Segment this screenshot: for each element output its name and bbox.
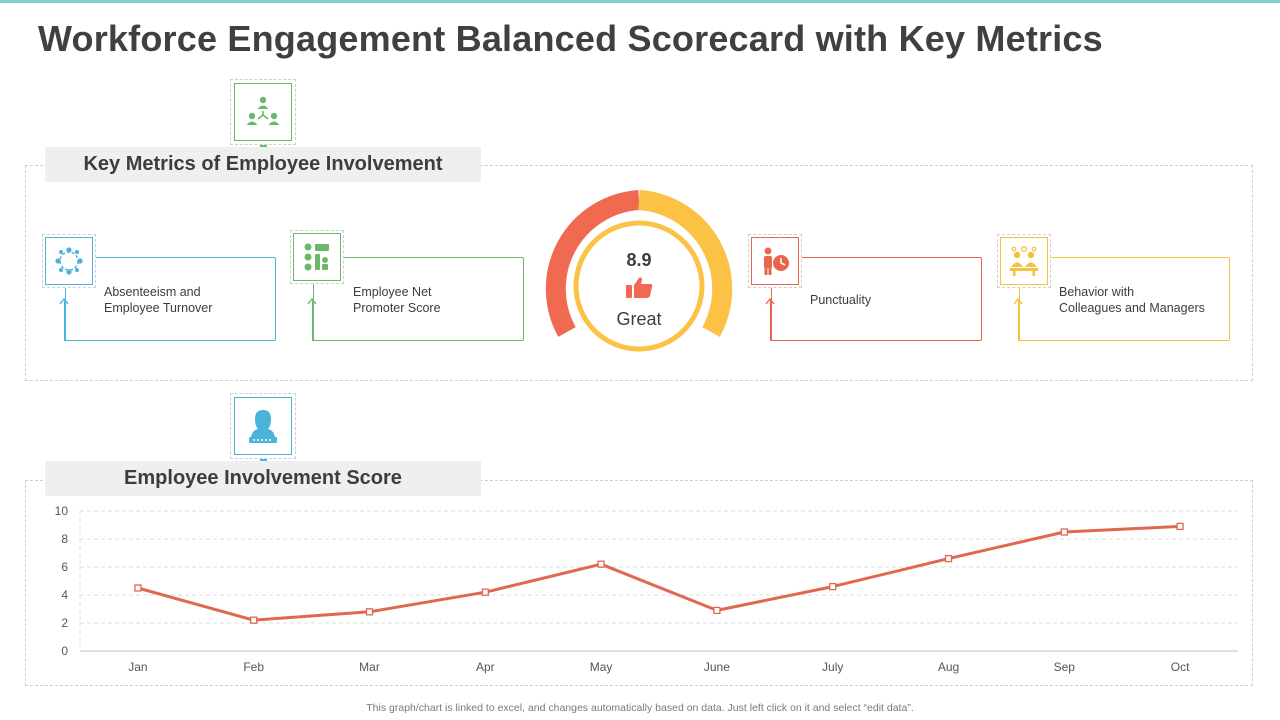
- x-tick-label: Mar: [359, 660, 380, 674]
- connector: [1018, 300, 1020, 341]
- colleagues-icon: [1010, 245, 1038, 276]
- metric-card-enps: [313, 257, 524, 341]
- series-line: [137, 524, 1181, 622]
- chevron-up-icon: [307, 297, 317, 305]
- x-tick-label: Jan: [128, 660, 147, 674]
- network-icon: [246, 96, 280, 125]
- data-point: [250, 616, 258, 624]
- page-title: Workforce Engagement Balanced Scorecard …: [38, 18, 1103, 59]
- x-tick-label: Oct: [1171, 660, 1190, 674]
- data-point: [597, 560, 605, 568]
- metric-icon-box: [290, 230, 344, 284]
- chevron-up-icon: [59, 297, 69, 305]
- metric-label: Absenteeism and Employee Turnover: [104, 285, 213, 315]
- y-tick-label: 6: [61, 560, 68, 574]
- score-gauge: [545, 190, 733, 352]
- data-point: [1176, 522, 1184, 531]
- gauge-score: 8.9: [626, 250, 652, 270]
- metric-label: Employee Net Promoter Score: [353, 285, 441, 315]
- top-rule: [0, 0, 1280, 3]
- data-point: [481, 588, 489, 596]
- x-tick-label: July: [822, 660, 843, 674]
- connector: [64, 300, 66, 341]
- y-tick-label: 2: [61, 616, 68, 630]
- chevron-up-icon: [765, 297, 775, 305]
- x-tick-label: June: [704, 660, 730, 674]
- data-point: [944, 554, 953, 563]
- metric-label: Punctuality: [810, 293, 872, 307]
- gauge-arc-right: [638, 190, 733, 337]
- metric-icon-box: [997, 234, 1051, 288]
- chevron-up-icon: [1013, 297, 1023, 305]
- gauge-inner-ring: [573, 220, 705, 352]
- involvement-line-chart: 0 2 4 6 8 10 Jan Feb Mar Apr May June July Aug Sep Oct: [55, 504, 1238, 674]
- team-circle-icon: [55, 247, 83, 275]
- footer-note: This graph/chart is linked to excel, and…: [366, 702, 914, 714]
- metric-card-punctuality: [771, 257, 982, 341]
- x-tick-label: Feb: [243, 660, 264, 674]
- score-panel: [25, 480, 1253, 686]
- y-tick-label: 0: [61, 644, 68, 658]
- metric-icon-box: [748, 234, 802, 288]
- data-point: [1060, 528, 1068, 536]
- gauge-arc-left: [545, 190, 640, 337]
- gauge-rating: Great: [616, 309, 662, 329]
- metric-icon-box: [42, 234, 96, 288]
- x-tick-label: Apr: [476, 660, 495, 674]
- data-point: [134, 584, 142, 592]
- employee-icon-box: [230, 393, 296, 459]
- network-icon-box: [230, 79, 296, 145]
- y-tick-label: 4: [61, 588, 68, 602]
- metric-card-absenteeism: [65, 257, 276, 341]
- data-point: [713, 606, 721, 615]
- x-tick-label: May: [590, 660, 613, 674]
- section-label-metrics: Key Metrics of Employee Involvement: [45, 147, 481, 182]
- x-tick-label: Aug: [938, 660, 959, 674]
- connector: [770, 300, 772, 341]
- metrics-panel: [25, 165, 1253, 381]
- feedback-icon: [304, 243, 329, 271]
- y-tick-label: 8: [61, 532, 68, 546]
- metric-card-behavior: [1019, 257, 1230, 341]
- data-point: [365, 608, 374, 616]
- section-label-score: Employee Involvement Score: [45, 461, 481, 496]
- data-point: [829, 582, 837, 591]
- x-tick-label: Sep: [1054, 660, 1076, 674]
- y-tick-label: 10: [55, 504, 69, 518]
- employee-badge-icon: [249, 410, 277, 443]
- thumbs-up-icon: [626, 277, 653, 298]
- person-clock-icon: [764, 247, 789, 275]
- metric-label: Behavior with Colleagues and Managers: [1059, 285, 1205, 315]
- connector: [312, 300, 314, 341]
